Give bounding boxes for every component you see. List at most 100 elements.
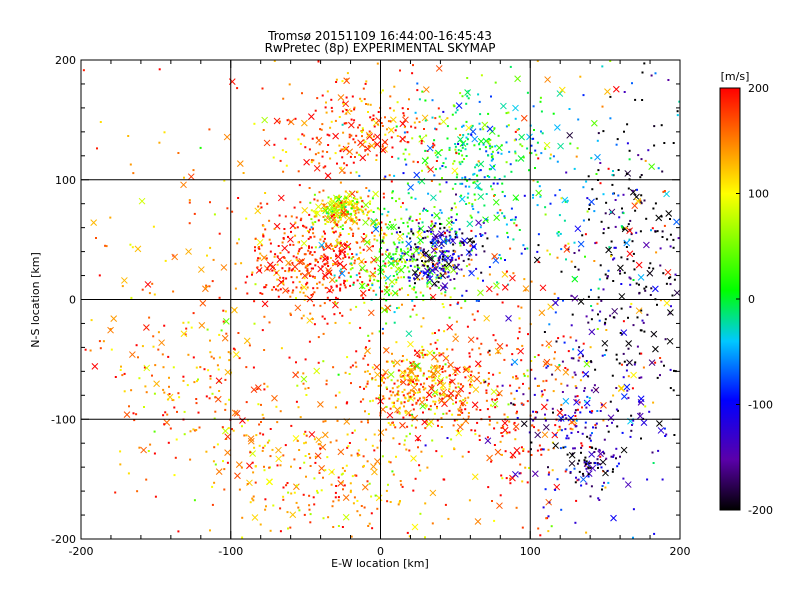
data-point (479, 233, 482, 235)
data-point (644, 289, 647, 292)
data-point (385, 386, 388, 389)
data-point (604, 318, 607, 321)
data-point (659, 264, 662, 267)
data-point-x (334, 239, 342, 247)
data-point (365, 385, 368, 388)
data-point-x (474, 518, 482, 525)
data-point-x (342, 513, 350, 521)
data-point (466, 77, 469, 79)
data-point (470, 370, 473, 373)
data-point-x (517, 347, 525, 355)
data-point (338, 250, 341, 253)
data-point (407, 108, 409, 110)
data-point (414, 368, 416, 371)
data-point (268, 439, 271, 442)
data-point (491, 398, 494, 401)
data-point (476, 310, 479, 313)
data-point (263, 286, 266, 289)
data-point (650, 74, 653, 77)
data-point (409, 382, 412, 384)
data-point (520, 446, 523, 449)
data-point (530, 368, 533, 371)
data-point (424, 119, 427, 122)
data-point (373, 234, 376, 237)
data-point (252, 499, 255, 502)
data-point (461, 95, 464, 98)
data-point (414, 426, 417, 429)
data-point (293, 491, 296, 494)
data-point (340, 473, 343, 476)
data-point (397, 398, 400, 400)
data-point (263, 388, 266, 391)
data-point (273, 255, 276, 258)
data-point (327, 211, 330, 214)
data-point (470, 133, 473, 136)
data-point (438, 365, 441, 367)
data-point (471, 348, 474, 351)
data-point (105, 245, 108, 248)
data-point (234, 287, 237, 290)
data-point (435, 128, 438, 131)
data-point (390, 292, 393, 295)
data-point (422, 248, 425, 251)
data-point (261, 449, 264, 452)
data-point-x (455, 429, 463, 437)
data-point (295, 297, 297, 300)
data-point (376, 207, 379, 210)
data-point (496, 281, 499, 284)
data-point (432, 376, 435, 379)
data-point (588, 218, 590, 221)
data-point (333, 216, 336, 219)
data-point-x (247, 437, 255, 445)
data-point-x (543, 141, 551, 149)
colorbar-tick-label: 0 (748, 293, 755, 306)
data-point (364, 410, 366, 413)
data-point (262, 446, 265, 449)
data-point (597, 497, 600, 500)
data-point (386, 310, 388, 313)
data-point (585, 180, 588, 183)
data-point-x (501, 419, 509, 427)
data-point-x (321, 255, 329, 263)
data-point-x (387, 371, 395, 378)
data-point (354, 156, 356, 158)
data-point (442, 162, 445, 165)
data-point (345, 202, 348, 204)
data-point (479, 128, 482, 131)
data-point (552, 411, 554, 414)
data-point (640, 309, 643, 312)
data-point (315, 136, 318, 139)
data-point (329, 157, 332, 160)
data-point (493, 165, 495, 168)
data-point (478, 365, 481, 368)
data-point (515, 159, 518, 162)
data-point-x (321, 272, 329, 280)
data-point (594, 424, 597, 426)
data-point (370, 119, 373, 122)
data-point (287, 527, 289, 530)
data-point (539, 195, 542, 198)
data-point-x (431, 239, 439, 247)
data-point (612, 192, 614, 195)
data-point (297, 138, 300, 141)
data-point (364, 140, 367, 143)
data-point (395, 260, 398, 263)
data-point (585, 467, 588, 470)
data-point (331, 215, 333, 218)
data-point-x (458, 195, 466, 203)
data-point (501, 384, 504, 387)
data-point (313, 291, 316, 294)
data-point (407, 400, 410, 402)
data-point (356, 510, 359, 513)
data-point-x (336, 260, 344, 268)
data-point (435, 276, 438, 279)
data-point-x (634, 197, 642, 205)
data-point (582, 94, 585, 97)
data-point (279, 464, 282, 467)
data-point (168, 393, 171, 395)
data-point (559, 447, 562, 450)
data-point (269, 455, 272, 458)
data-point (145, 391, 148, 394)
data-point (344, 286, 347, 289)
data-point (489, 419, 491, 422)
